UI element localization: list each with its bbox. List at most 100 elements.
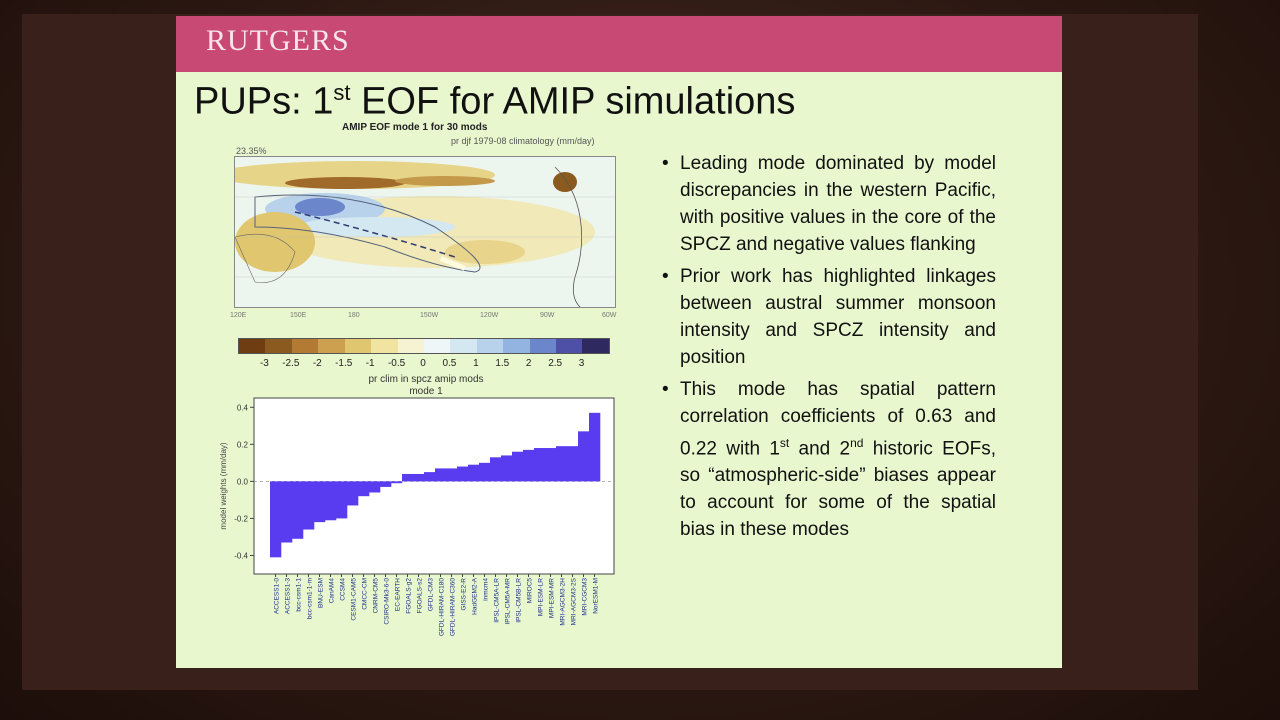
bullet-text: historic EOFs, so “atmospheric-side” bia… bbox=[680, 438, 996, 541]
colorbar-swatch bbox=[582, 339, 609, 353]
eof-map bbox=[234, 156, 616, 308]
colorbar-swatch bbox=[529, 339, 557, 353]
colorbar-tick-label: -0.5 bbox=[387, 358, 406, 369]
bar bbox=[413, 473, 425, 482]
x-tick-label: CMCC-CM bbox=[362, 578, 369, 610]
colorbar-swatch bbox=[503, 339, 530, 353]
lon-label: 90W bbox=[540, 312, 555, 319]
x-tick-label: MIROC5 bbox=[527, 578, 534, 604]
slide: RUTGERS PUPs: 1st EOF for AMIP simulatio… bbox=[176, 16, 1062, 668]
bar bbox=[545, 448, 557, 482]
bar bbox=[292, 481, 304, 539]
colorbar-tick-label: 2.5 bbox=[548, 358, 563, 369]
x-tick-label: CESM1-CAM5 bbox=[351, 578, 358, 621]
bullet-text: This mode has spatial pattern correlatio… bbox=[680, 379, 996, 460]
bar bbox=[336, 481, 348, 519]
bar bbox=[358, 481, 370, 497]
colorbar-swatch bbox=[291, 339, 319, 353]
bullet-item: Prior work has highlighted linkages betw… bbox=[660, 263, 996, 371]
colorbar-tick-label: 2 bbox=[525, 358, 532, 369]
y-tick-label: 0.2 bbox=[237, 440, 249, 449]
x-tick-label: GISS-E2-R bbox=[461, 578, 468, 611]
bar bbox=[325, 481, 337, 521]
x-tick-label: FGOALS-s2 bbox=[417, 578, 424, 614]
colorbar-tick-label: 0.5 bbox=[442, 358, 457, 369]
lon-label: 120E bbox=[230, 312, 247, 319]
bar bbox=[479, 462, 491, 482]
bullet-superscript: nd bbox=[850, 436, 864, 450]
colorbar-swatch bbox=[397, 339, 424, 353]
x-tick-label: bcc-csm1-1 bbox=[296, 578, 303, 612]
colorbar-swatch bbox=[265, 339, 292, 353]
colorbar-tick-label: -3 bbox=[259, 358, 269, 369]
slide-banner: RUTGERS bbox=[176, 16, 1062, 72]
y-tick-label: -0.4 bbox=[234, 551, 248, 560]
colorbar-title: pr clim in spcz amip mods mode 1 bbox=[356, 374, 496, 398]
bullet-superscript: st bbox=[779, 436, 790, 450]
colorbar-swatch bbox=[423, 339, 451, 353]
bar bbox=[457, 466, 469, 482]
title-prefix: PUPs: 1 bbox=[194, 80, 334, 123]
model-weights-bar-chart: 0.4 0.2 0.0 -0.2 -0.4 model weights (mm/day) A… bbox=[219, 397, 615, 637]
colorbar-tick-label: 0 bbox=[420, 358, 426, 369]
colorbar-tick-label: 3 bbox=[578, 358, 585, 369]
x-tick-label: ACCESS1-3 bbox=[285, 578, 292, 615]
rutgers-logo: RUTGERS bbox=[206, 24, 350, 57]
colorbar-tick-label: 1 bbox=[473, 358, 479, 369]
x-tick-label: MPI-ESM-LR bbox=[538, 578, 545, 617]
bar bbox=[391, 481, 403, 484]
title-superscript: st bbox=[333, 80, 351, 105]
bar bbox=[369, 481, 381, 493]
y-tick-label: 0.4 bbox=[237, 403, 249, 412]
colorbar-tick-label: -2.5 bbox=[282, 358, 300, 369]
x-tick-label: MRI-AGCM3-2H bbox=[560, 578, 567, 626]
bar bbox=[490, 457, 502, 482]
lon-label: 60W bbox=[602, 312, 617, 319]
x-tick-label: GFDL-CM3 bbox=[428, 578, 435, 612]
bar bbox=[424, 472, 436, 482]
x-tick-label: NorESM1-M bbox=[593, 578, 600, 614]
x-tick-label: GFDL-HIRAM-C360 bbox=[450, 578, 457, 637]
colorbar-title-line: pr clim in spcz amip mods bbox=[368, 374, 484, 385]
bar bbox=[534, 448, 546, 482]
bar bbox=[314, 481, 326, 523]
lon-label: 150E bbox=[290, 312, 307, 319]
colorbar-tick-label: -2 bbox=[312, 358, 322, 369]
x-tick-label: FGOALS-g2 bbox=[406, 578, 413, 614]
colorbar-swatch bbox=[344, 339, 372, 353]
colorbar bbox=[238, 338, 610, 354]
map-subtitle: pr djf 1979-08 climatology (mm/day) bbox=[451, 136, 595, 146]
colorbar-swatch bbox=[476, 339, 504, 353]
x-tick-label: ACCESS1-0 bbox=[274, 578, 281, 615]
bar bbox=[578, 431, 590, 482]
bar bbox=[435, 468, 447, 482]
lon-label: 150W bbox=[420, 312, 439, 319]
slide-title: PUPs: 1st EOF for AMIP simulations bbox=[194, 80, 795, 124]
x-tick-label: MPI-ESM-MR bbox=[549, 578, 556, 618]
bar bbox=[281, 481, 293, 543]
colorbar-swatch bbox=[371, 339, 398, 353]
title-suffix: EOF for AMIP simulations bbox=[350, 80, 796, 123]
bar bbox=[270, 481, 282, 558]
bar bbox=[468, 464, 480, 482]
colorbar-tick-label: 1.5 bbox=[495, 358, 510, 369]
colorbar-swatch bbox=[556, 339, 583, 353]
x-tick-label: MRI-AGCM3-2S bbox=[571, 577, 578, 625]
x-tick-label: CSIRO-Mk3-6-0 bbox=[384, 578, 391, 625]
x-tick-label: BNU-ESM bbox=[318, 578, 325, 608]
x-tick-label: GFDL-HIRAM-C180 bbox=[439, 578, 446, 637]
bullet-list: Leading mode dominated by model discrepa… bbox=[660, 150, 996, 548]
x-tick-label: IPSL-CM5B-LR bbox=[516, 578, 523, 623]
lon-label: 180 bbox=[348, 312, 360, 319]
x-tick-label: bcc-csm1-1-m bbox=[307, 578, 314, 619]
x-tick-label: CNRM-CM5 bbox=[373, 578, 380, 614]
colorbar-swatch bbox=[318, 339, 345, 353]
bar bbox=[402, 473, 414, 482]
x-tick-label: IPSL-CM5A-MR bbox=[505, 578, 512, 625]
bar bbox=[556, 446, 568, 482]
bar bbox=[523, 449, 535, 482]
bar bbox=[512, 451, 524, 482]
bar bbox=[589, 412, 601, 482]
map-title: AMIP EOF mode 1 for 30 mods bbox=[342, 122, 488, 133]
bullet-text: and 2 bbox=[789, 438, 851, 460]
